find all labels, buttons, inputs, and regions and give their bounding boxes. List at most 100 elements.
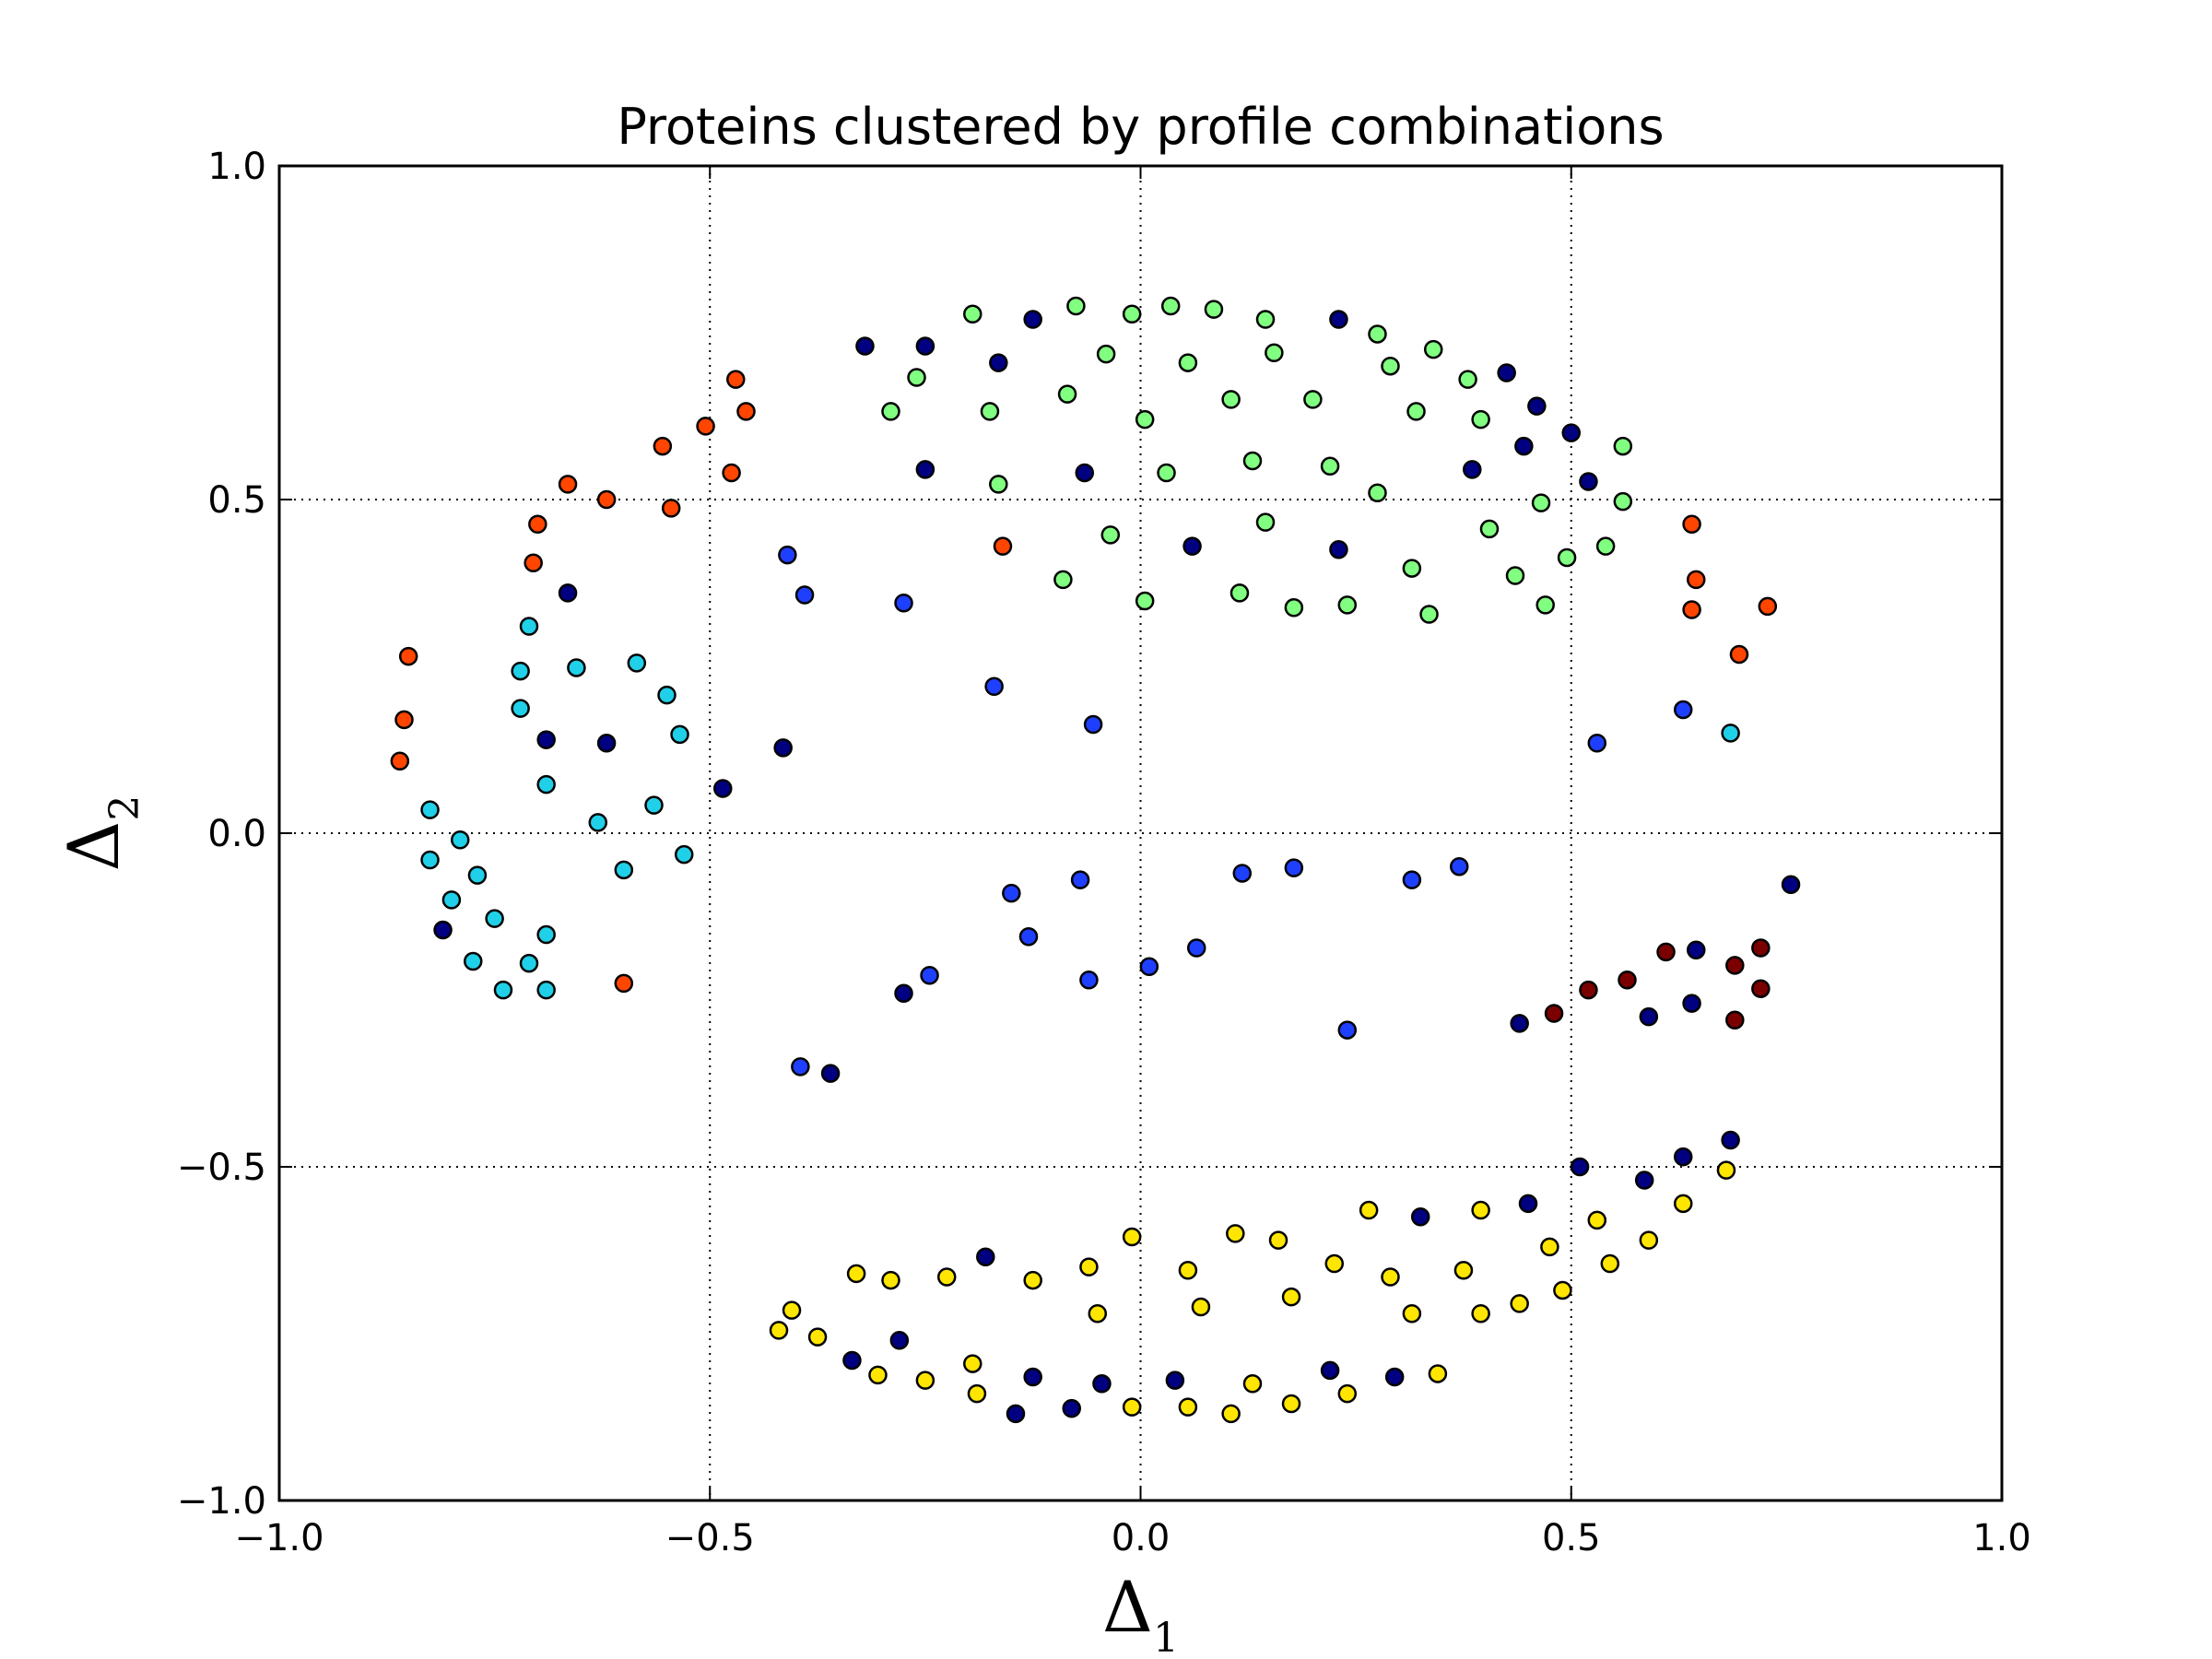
data-point xyxy=(1514,436,1534,456)
data-point xyxy=(596,489,617,510)
data-point xyxy=(596,734,617,753)
data-point xyxy=(1204,300,1224,319)
data-point xyxy=(1510,1014,1529,1033)
data-point xyxy=(1359,1200,1379,1220)
data-point xyxy=(736,402,756,421)
data-point xyxy=(627,653,647,673)
data-point xyxy=(963,304,982,324)
data-point xyxy=(1232,864,1253,883)
data-point xyxy=(1191,1297,1211,1317)
data-point xyxy=(1639,1006,1659,1027)
data-point xyxy=(558,475,578,494)
data-point xyxy=(1428,1364,1448,1383)
data-point xyxy=(722,463,741,483)
data-point xyxy=(511,661,530,681)
data-point xyxy=(1618,971,1637,990)
data-point xyxy=(726,370,746,389)
x-tick-label: 0.0 xyxy=(1112,1517,1171,1559)
data-point xyxy=(989,475,1008,494)
data-point xyxy=(1070,870,1090,889)
data-point xyxy=(1423,339,1443,359)
data-point xyxy=(661,499,681,518)
data-point xyxy=(1518,1194,1538,1214)
data-point xyxy=(1682,600,1701,619)
data-point xyxy=(984,677,1004,696)
data-point xyxy=(1057,384,1077,404)
data-point xyxy=(1463,460,1482,479)
data-point xyxy=(1337,1383,1358,1404)
data-point xyxy=(993,536,1013,556)
data-point xyxy=(1639,1230,1659,1250)
data-point xyxy=(1018,926,1039,947)
data-point xyxy=(1673,700,1693,720)
data-point xyxy=(588,813,608,832)
y-tick-label: −0.5 xyxy=(177,1147,266,1189)
data-point xyxy=(1479,519,1500,539)
data-point xyxy=(1531,493,1551,512)
x-tick-label: 1.0 xyxy=(1972,1517,2031,1559)
data-point xyxy=(1751,979,1771,998)
data-point xyxy=(1284,858,1304,877)
data-point xyxy=(1687,940,1706,959)
data-point xyxy=(1337,1020,1358,1040)
data-point xyxy=(1570,1157,1590,1177)
data-point xyxy=(467,865,488,885)
data-point xyxy=(1075,463,1095,483)
data-point xyxy=(1471,1200,1490,1220)
y-axis-label-subscript: 2 xyxy=(101,795,148,821)
data-point xyxy=(1135,591,1155,611)
data-point xyxy=(1079,1257,1099,1277)
data-point xyxy=(894,593,913,613)
data-point xyxy=(713,779,733,798)
data-point xyxy=(1557,547,1577,568)
data-point xyxy=(1178,1397,1198,1417)
data-point xyxy=(1673,1147,1693,1167)
data-point xyxy=(1781,875,1801,894)
data-point xyxy=(614,973,634,994)
data-point xyxy=(1540,1237,1559,1257)
data-point xyxy=(1758,596,1778,617)
data-point xyxy=(485,909,504,928)
data-point xyxy=(868,1365,888,1385)
data-point xyxy=(1453,1260,1474,1280)
data-point xyxy=(1023,310,1042,329)
data-point xyxy=(653,436,673,456)
data-point xyxy=(1419,605,1439,624)
data-point xyxy=(1303,390,1323,409)
data-point xyxy=(1122,304,1142,324)
data-point xyxy=(1242,451,1263,471)
data-point xyxy=(1122,1397,1142,1417)
data-point xyxy=(1381,1267,1400,1287)
data-point xyxy=(1471,1304,1490,1324)
data-point xyxy=(782,1300,802,1320)
data-point xyxy=(1320,456,1340,477)
data-point xyxy=(670,724,689,745)
data-point xyxy=(1160,296,1181,316)
data-point xyxy=(1100,525,1121,545)
data-point xyxy=(1721,1130,1740,1150)
data-point xyxy=(1721,724,1740,743)
data-point xyxy=(1329,310,1348,329)
data-point xyxy=(846,1264,866,1284)
data-point xyxy=(1165,1371,1185,1390)
data-point xyxy=(1458,370,1477,389)
data-point xyxy=(1527,396,1547,416)
data-point xyxy=(536,924,556,945)
data-point xyxy=(915,1371,935,1390)
x-axis-label-symbol: Δ xyxy=(1102,1566,1153,1648)
data-point xyxy=(1139,957,1159,977)
data-point xyxy=(889,1330,910,1350)
data-point xyxy=(1687,570,1706,590)
data-point xyxy=(1553,1280,1572,1300)
data-point xyxy=(696,417,715,436)
data-point xyxy=(1450,856,1469,877)
data-point xyxy=(881,402,900,421)
y-axis-label: Δ2 xyxy=(53,795,148,872)
chart-title: Proteins clustered by profile combinatio… xyxy=(617,98,1664,156)
data-point xyxy=(1716,1160,1736,1180)
data-point xyxy=(1178,353,1198,372)
data-point xyxy=(963,1354,982,1373)
data-point xyxy=(420,800,440,819)
data-point xyxy=(1255,512,1276,532)
